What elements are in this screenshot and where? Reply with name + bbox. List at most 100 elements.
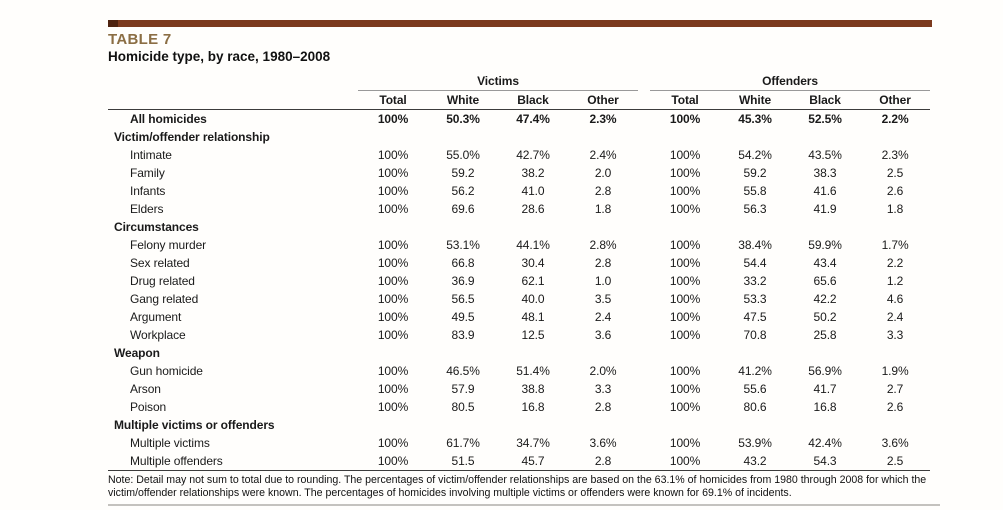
victims-value: 30.4 bbox=[521, 256, 545, 270]
row-label: Workplace bbox=[130, 328, 186, 342]
row-label: Sex related bbox=[130, 256, 190, 270]
gap-cell bbox=[638, 272, 650, 290]
row-label: Poison bbox=[130, 400, 167, 414]
table-title: Homicide type, by race, 1980–2008 bbox=[108, 49, 331, 64]
offenders-value: 100% bbox=[669, 274, 701, 288]
victims-value: 50.3% bbox=[446, 112, 480, 126]
victims-value: 46.5% bbox=[446, 364, 480, 378]
victims-value: 40.0 bbox=[521, 292, 545, 306]
victims-value: 57.9 bbox=[451, 382, 475, 396]
col-header-victims-black: Black bbox=[498, 90, 568, 110]
empty-header-cell bbox=[108, 90, 358, 110]
table-row: Multiple victims 100% 61.7% 34.7% 3.6% 100% 53… bbox=[108, 434, 930, 452]
victims-value: 1.8 bbox=[594, 202, 612, 216]
victims-value: 100% bbox=[377, 310, 409, 324]
table-row: Elders 100% 69.6 28.6 1.8 100% 56.3 41.9 1.8 bbox=[108, 200, 930, 218]
gap-cell bbox=[638, 452, 651, 471]
offenders-value: 100% bbox=[669, 328, 701, 342]
offenders-value: 100% bbox=[669, 400, 701, 414]
table-row: Intimate 100% 55.0% 42.7% 2.4% 100% 54.2% 43.5%… bbox=[108, 146, 930, 164]
victims-value: 42.7% bbox=[516, 148, 550, 162]
gap-cell bbox=[638, 398, 650, 416]
col-header-offenders-total: Total bbox=[650, 90, 721, 110]
section-header-row: Multiple victims or offenders bbox=[108, 416, 930, 434]
offenders-value: 100% bbox=[669, 112, 701, 126]
offenders-value: 2.5 bbox=[886, 166, 904, 180]
row-label-column-head bbox=[108, 72, 358, 91]
victims-value: 38.8 bbox=[521, 382, 545, 396]
offenders-value: 100% bbox=[669, 238, 701, 252]
row-label: Drug related bbox=[130, 274, 195, 288]
victims-value: 66.8 bbox=[451, 256, 475, 270]
row-label: Multiple victims bbox=[130, 436, 210, 450]
victims-value: 2.4 bbox=[594, 310, 612, 324]
table-row: Multiple offenders 100% 51.5 45.7 2.8 100% 43.… bbox=[108, 452, 931, 471]
section-header-row: Circumstances bbox=[108, 218, 930, 236]
offenders-value: 100% bbox=[669, 310, 701, 324]
victims-value: 2.4% bbox=[589, 148, 617, 162]
table-row: Infants 100% 56.2 41.0 2.8 100% 55.8 41.6 2.6 bbox=[108, 182, 930, 200]
offenders-value: 43.4 bbox=[813, 256, 837, 270]
table-block: TABLE 7 Homicide type, by race, 1980–200… bbox=[108, 20, 940, 506]
victims-value: 56.2 bbox=[451, 184, 475, 198]
offenders-value: 100% bbox=[669, 166, 701, 180]
victims-value: 38.2 bbox=[521, 166, 545, 180]
victims-value: 48.1 bbox=[521, 310, 545, 324]
victims-value: 1.0 bbox=[594, 274, 612, 288]
offenders-value: 38.4% bbox=[738, 238, 772, 252]
offenders-value: 52.5% bbox=[808, 112, 842, 126]
offenders-value: 53.9% bbox=[738, 436, 772, 450]
row-label: Elders bbox=[130, 202, 164, 216]
victims-value: 16.8 bbox=[521, 400, 545, 414]
gap-cell bbox=[638, 434, 650, 452]
victims-value: 100% bbox=[377, 166, 409, 180]
victims-value: 69.6 bbox=[451, 202, 475, 216]
offenders-value: 2.7 bbox=[886, 382, 904, 396]
victims-value: 41.0 bbox=[521, 184, 545, 198]
offenders-value: 2.4 bbox=[886, 310, 904, 324]
gap-cell bbox=[638, 326, 650, 344]
row-label: Multiple victims or offenders bbox=[114, 418, 275, 432]
offenders-value: 41.2% bbox=[738, 364, 772, 378]
section-header-row: Victim/offender relationship bbox=[108, 128, 930, 146]
victims-value: 100% bbox=[377, 202, 409, 216]
victims-value: 3.6% bbox=[589, 436, 617, 450]
offenders-value: 2.6 bbox=[886, 184, 904, 198]
offenders-value: 45.3% bbox=[738, 112, 772, 126]
victims-value: 80.5 bbox=[451, 400, 475, 414]
group-gap bbox=[638, 72, 650, 91]
offenders-value: 53.3 bbox=[743, 292, 767, 306]
offenders-value: 4.6 bbox=[886, 292, 904, 306]
victims-group-header: Victims bbox=[358, 72, 639, 91]
gap-cell bbox=[638, 308, 650, 326]
gap-cell bbox=[638, 380, 650, 398]
table-row: Drug related 100% 36.9 62.1 1.0 100% 33.2 65.6 1… bbox=[108, 272, 930, 290]
victims-value: 100% bbox=[377, 184, 409, 198]
offenders-value: 43.2 bbox=[720, 452, 791, 471]
victims-value: 47.4% bbox=[516, 112, 550, 126]
offenders-value: 100% bbox=[669, 202, 701, 216]
offenders-value: 100% bbox=[669, 256, 701, 270]
offenders-value: 43.5% bbox=[808, 148, 842, 162]
gap-cell bbox=[638, 200, 650, 218]
col-header-offenders-white: White bbox=[720, 90, 791, 110]
table-row: Poison 100% 80.5 16.8 2.8 100% 80.6 16.8 2.6 bbox=[108, 398, 930, 416]
table-row: Gun homicide 100% 46.5% 51.4% 2.0% 100% 41.2% 5… bbox=[108, 362, 930, 380]
offenders-value: 80.6 bbox=[743, 400, 767, 414]
row-label: Intimate bbox=[130, 148, 172, 162]
offenders-value: 50.2 bbox=[813, 310, 837, 324]
victims-value: 34.7% bbox=[516, 436, 550, 450]
column-header-row: Total White Black Other Total White Blac… bbox=[108, 90, 931, 110]
offenders-value: 54.2% bbox=[738, 148, 772, 162]
offenders-value: 1.7% bbox=[881, 238, 909, 252]
victims-value: 28.6 bbox=[521, 202, 545, 216]
victims-value: 100% bbox=[358, 452, 428, 471]
offenders-value: 54.4 bbox=[743, 256, 767, 270]
offenders-value: 100% bbox=[669, 184, 701, 198]
offenders-value: 3.6% bbox=[881, 436, 909, 450]
gap-cell bbox=[638, 362, 650, 380]
col-header-victims-other: Other bbox=[568, 90, 639, 110]
offenders-value: 25.8 bbox=[813, 328, 837, 342]
victims-value: 3.3 bbox=[594, 382, 612, 396]
offenders-value: 100% bbox=[669, 292, 701, 306]
